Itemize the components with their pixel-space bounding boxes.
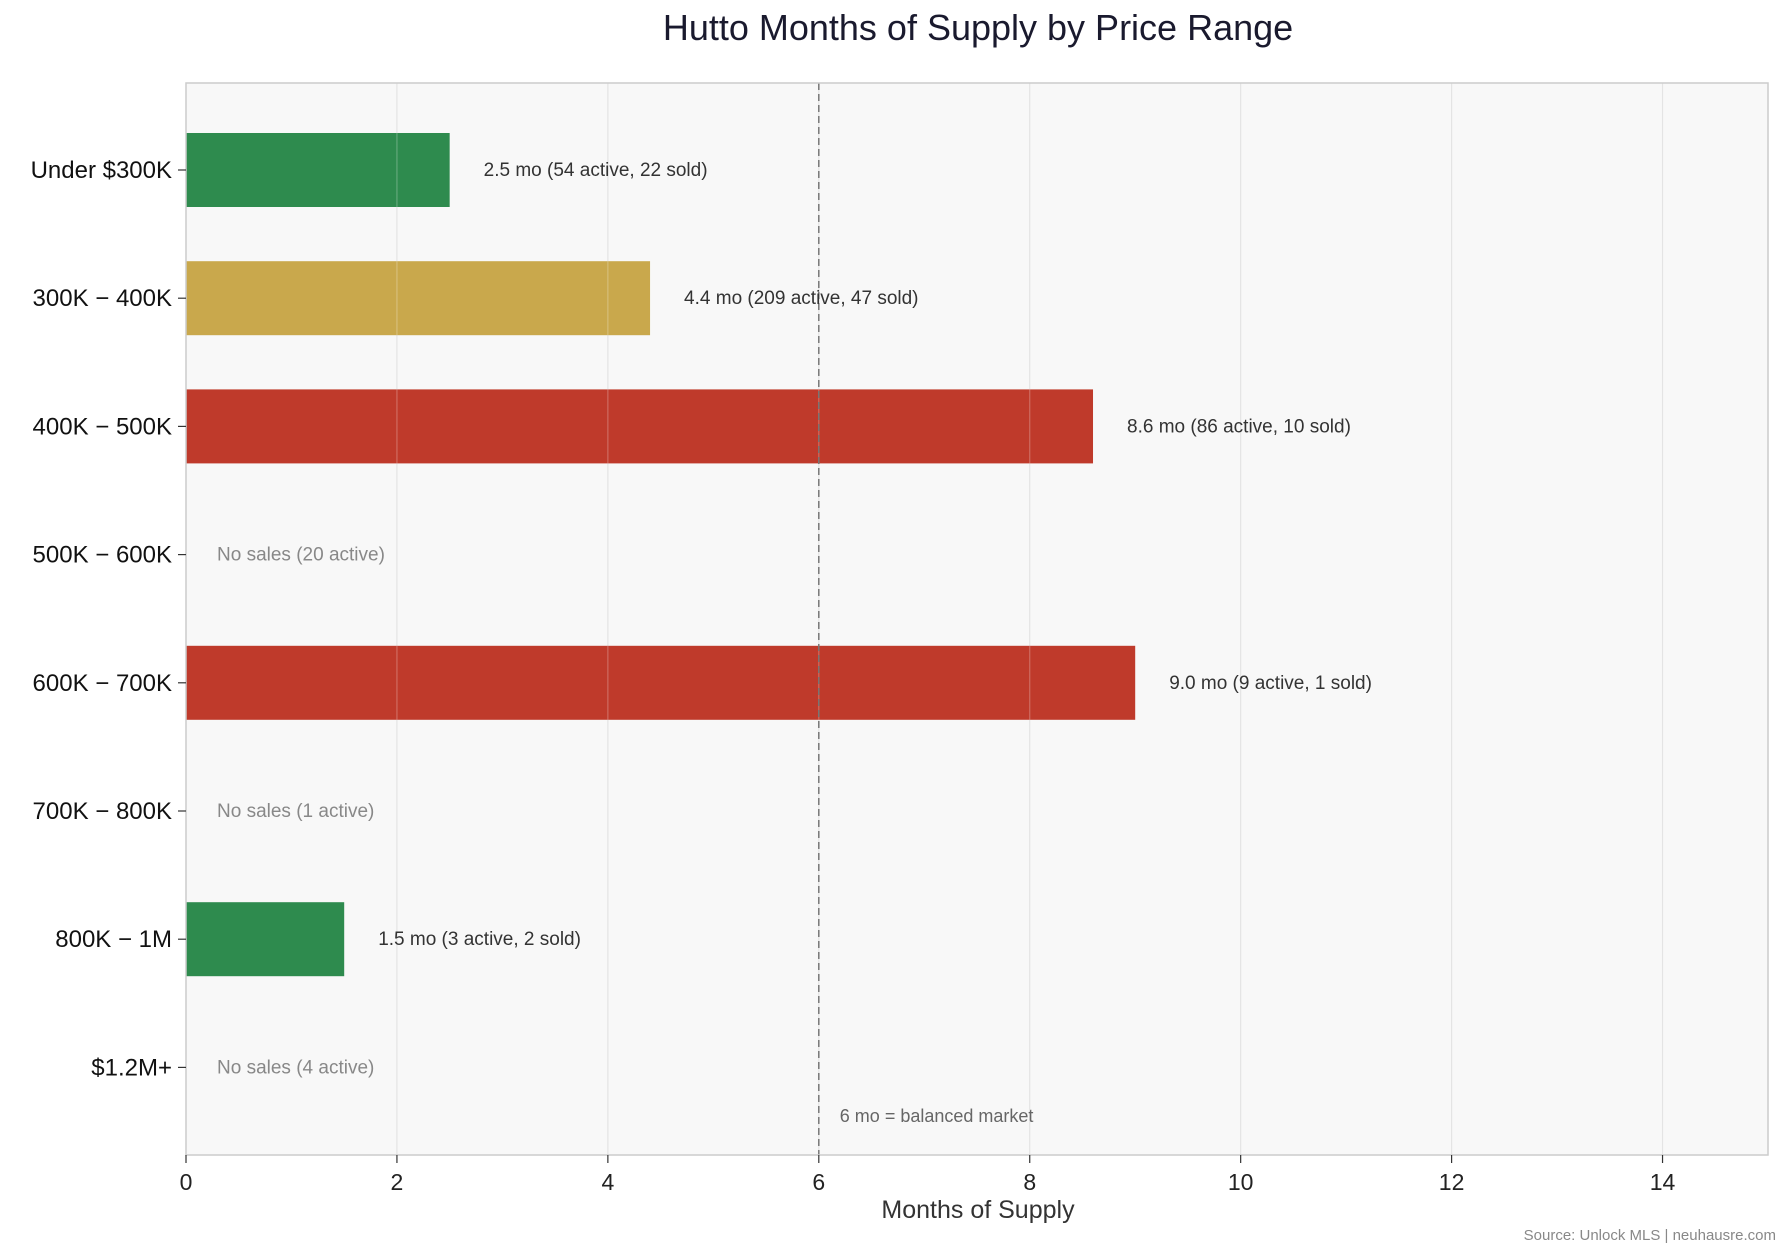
x-tick-label: 4	[601, 1169, 614, 1195]
bar-data-label: 2.5 mo (54 active, 22 sold)	[484, 160, 708, 181]
source-note: Source: Unlock MLS | neuhausre.com	[1524, 1227, 1776, 1244]
y-tick-label: Under $300K	[31, 157, 172, 184]
x-axis-ticks: 0 2 4 6 8 10 12 14	[180, 1155, 1676, 1195]
y-tick-label: $1.2M+	[91, 1054, 172, 1081]
x-tick-label: 14	[1650, 1169, 1676, 1195]
y-axis-ticks: Under $300K 300K − 400K 400K − 500K 500K − …	[31, 157, 186, 1081]
chart-title: Hutto Months of Supply by Price Range	[663, 7, 1293, 48]
x-tick-label: 12	[1439, 1169, 1465, 1195]
bar-data-label: 8.6 mo (86 active, 10 sold)	[1127, 416, 1351, 437]
x-tick-label: 0	[180, 1169, 193, 1195]
plot-frame	[185, 82, 1769, 1156]
bar-data-label: No sales (20 active)	[217, 545, 385, 566]
x-axis-label: Months of Supply	[881, 1196, 1075, 1224]
reference-line-group: 6 mo = balanced market	[818, 83, 1034, 1155]
bar-data-label: No sales (1 active)	[217, 801, 374, 822]
data-labels: 2.5 mo (54 active, 22 sold) 4.4 mo (209 a…	[217, 160, 1372, 1078]
y-tick-label: 800K − 1M	[55, 926, 172, 953]
y-tick-label: 600K − 700K	[33, 670, 172, 697]
bar-data-label: 4.4 mo (209 active, 47 sold)	[684, 288, 918, 309]
bar-data-label: No sales (4 active)	[217, 1057, 374, 1078]
bar	[186, 133, 450, 207]
y-tick-label: 400K − 500K	[33, 413, 172, 440]
x-tick-label: 10	[1228, 1169, 1254, 1195]
bar	[186, 902, 345, 977]
y-tick-label: 500K − 600K	[33, 542, 172, 569]
bar	[186, 389, 1094, 464]
x-tick-label: 6	[812, 1169, 825, 1195]
bar	[186, 645, 1136, 720]
y-tick-label: 300K − 400K	[33, 285, 172, 312]
reference-line-label: 6 mo = balanced market	[840, 1106, 1034, 1126]
x-tick-label: 8	[1023, 1169, 1036, 1195]
bars	[186, 133, 1136, 977]
x-tick-label: 2	[391, 1169, 404, 1195]
y-tick-label: 700K − 800K	[33, 798, 172, 825]
plot-area	[186, 83, 1768, 1155]
bar-data-label: 9.0 mo (9 active, 1 sold)	[1169, 673, 1372, 694]
bar-data-label: 1.5 mo (3 active, 2 sold)	[378, 929, 581, 950]
bar	[186, 261, 651, 336]
